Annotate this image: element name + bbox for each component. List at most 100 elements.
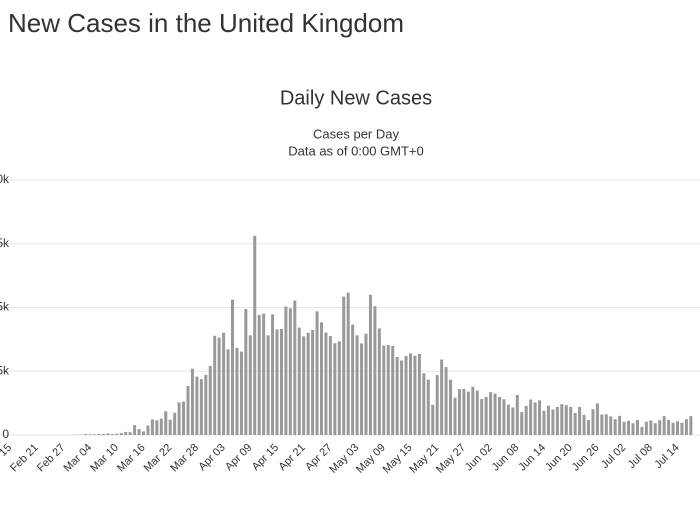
x-tick-label: Jul 08 [626, 442, 655, 471]
bar [200, 379, 203, 435]
bar [413, 356, 416, 435]
bar [547, 406, 550, 435]
bar [178, 402, 181, 435]
bar [93, 434, 96, 435]
bar [471, 387, 474, 435]
bar [356, 335, 359, 435]
bar [480, 399, 483, 435]
bar [235, 348, 238, 435]
x-tick-label: Mar 22 [142, 442, 175, 475]
bar [400, 361, 403, 435]
bar [649, 420, 652, 435]
x-tick-label: Mar 10 [88, 442, 121, 475]
bar [525, 406, 528, 435]
x-tick-label: Jun 02 [463, 442, 495, 474]
bar [195, 377, 198, 435]
y-tick-label: 10k [0, 172, 10, 186]
bar [102, 434, 105, 435]
bar [365, 334, 368, 435]
x-tick-label: Jun 14 [516, 442, 548, 474]
bar [191, 369, 194, 435]
bar [382, 345, 385, 435]
x-tick-label: May 27 [434, 442, 468, 476]
bar [476, 391, 479, 435]
bar [155, 420, 158, 435]
bar [84, 434, 87, 435]
bar [289, 308, 292, 435]
x-tick-label: Feb 27 [35, 442, 68, 475]
bar [173, 413, 176, 435]
bar [623, 422, 626, 435]
bar [467, 392, 470, 435]
bar [333, 343, 336, 435]
bar [240, 352, 243, 435]
bar [258, 315, 261, 435]
bar [609, 416, 612, 435]
bar [369, 295, 372, 435]
bar [445, 367, 448, 435]
y-tick-label: 5k [0, 300, 10, 314]
bar [449, 380, 452, 435]
x-tick-label: Mar 04 [62, 442, 95, 475]
bar [458, 389, 461, 435]
bar [534, 402, 537, 435]
bar [89, 434, 92, 435]
bar [422, 373, 425, 435]
bar [267, 335, 270, 435]
bar [276, 329, 279, 435]
x-tick-label: Apr 09 [223, 442, 254, 473]
bar [560, 404, 563, 435]
x-tick-label: Jun 26 [570, 442, 602, 474]
bar [409, 353, 412, 435]
bar [169, 420, 172, 435]
bar [249, 335, 252, 435]
bar [164, 411, 167, 435]
bar [663, 416, 666, 435]
bar [342, 297, 345, 435]
bar [569, 407, 572, 435]
bar [543, 411, 546, 435]
bar [293, 301, 296, 435]
chart-note: Data as of 0:00 GMT+0 [288, 143, 423, 158]
bar [645, 422, 648, 435]
bar [253, 236, 256, 435]
bar [324, 332, 327, 435]
bar [351, 325, 354, 435]
bar [676, 421, 679, 435]
bar [583, 415, 586, 435]
chart-title: Daily New Cases [280, 87, 432, 109]
y-tick-label: 0 [2, 427, 9, 441]
bar [632, 423, 635, 435]
bar [462, 389, 465, 435]
x-tick-label: Apr 03 [196, 442, 227, 473]
bar [338, 341, 341, 435]
bar [574, 413, 577, 435]
bar [124, 432, 127, 435]
bar [378, 328, 381, 435]
page-title: New Cases in the United Kingdom [8, 8, 404, 38]
bar [129, 432, 132, 435]
bar [418, 354, 421, 435]
bar [614, 419, 617, 435]
x-tick-label: Jul 02 [599, 442, 628, 471]
bar [160, 419, 163, 435]
bar [360, 343, 363, 435]
bar [244, 309, 247, 435]
bar [689, 416, 692, 435]
x-tick-label: Feb 21 [8, 442, 41, 475]
bar [502, 399, 505, 435]
bar [667, 420, 670, 435]
bar [454, 398, 457, 435]
bar [187, 386, 190, 435]
bar [685, 419, 688, 435]
bar [511, 407, 514, 435]
bar [591, 409, 594, 435]
bar [654, 423, 657, 435]
bar [431, 405, 434, 435]
bar [307, 333, 310, 435]
bar [111, 434, 114, 435]
bar [227, 349, 230, 435]
bar [596, 403, 599, 435]
bar [436, 375, 439, 435]
